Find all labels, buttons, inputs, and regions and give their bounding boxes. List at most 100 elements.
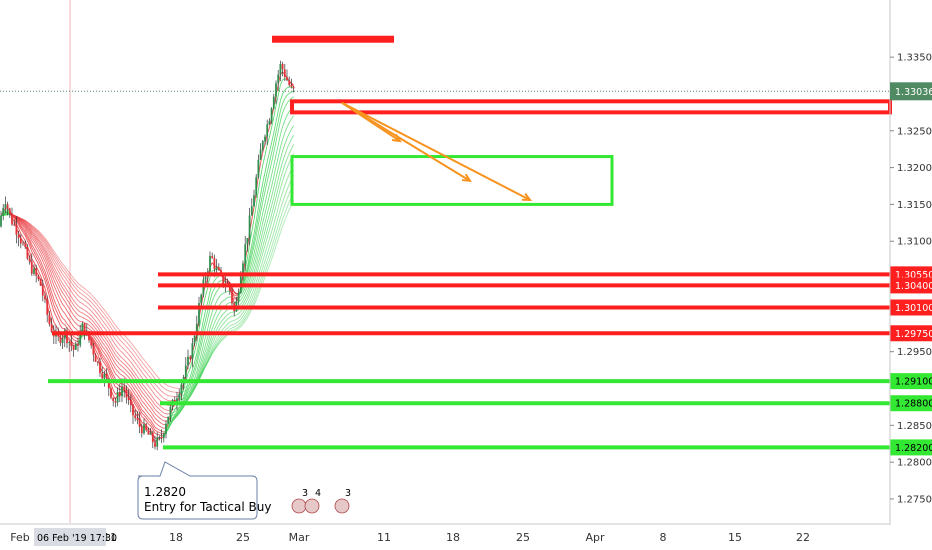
ma-ribbon-segment bbox=[44, 248, 48, 254]
candle-body bbox=[257, 159, 260, 178]
price-tick-label: 1.29500 bbox=[897, 347, 932, 358]
ma-ribbon-segment bbox=[176, 411, 180, 414]
ma-ribbon-segment bbox=[205, 318, 209, 328]
ma-ribbon-segment bbox=[187, 384, 191, 387]
ma-ribbon-segment bbox=[31, 224, 35, 228]
ma-ribbon-segment bbox=[51, 254, 55, 260]
ma-ribbon-segment bbox=[119, 355, 123, 359]
target-zone[interactable] bbox=[290, 155, 614, 206]
ma-ribbon-segment bbox=[62, 317, 66, 321]
ma-ribbon-segment bbox=[262, 238, 266, 247]
ma-ribbon-segment bbox=[77, 300, 81, 303]
ma-ribbon-segment bbox=[288, 139, 292, 145]
ma-ribbon-segment bbox=[27, 224, 30, 228]
ma-ribbon-segment bbox=[172, 413, 175, 416]
ma-ribbon-segment bbox=[216, 325, 220, 331]
candle-body bbox=[222, 273, 225, 285]
callout-shape bbox=[137, 461, 258, 520]
ma-ribbon-segment bbox=[216, 297, 220, 302]
ma-ribbon-segment bbox=[286, 209, 290, 216]
ma-ribbon-segment bbox=[77, 295, 81, 298]
ma-ribbon-segment bbox=[209, 343, 213, 350]
ma-ribbon-segment bbox=[104, 359, 107, 364]
ma-ribbon-segment bbox=[205, 361, 209, 367]
ma-ribbon-segment bbox=[64, 276, 68, 281]
ma-ribbon-segment bbox=[139, 373, 143, 378]
candlestick-series bbox=[0, 60, 295, 451]
ma-ribbon-segment bbox=[110, 327, 114, 332]
ma-ribbon-segment bbox=[95, 342, 99, 346]
ma-ribbon-segment bbox=[46, 278, 50, 286]
ma-ribbon-segment bbox=[24, 240, 28, 247]
candle-body bbox=[94, 354, 97, 362]
ma-ribbon-segment bbox=[231, 326, 235, 329]
ma-ribbon-segment bbox=[57, 320, 61, 326]
ma-ribbon-segment bbox=[163, 412, 167, 415]
ma-ribbon-segment bbox=[260, 192, 264, 205]
ma-ribbon-segment bbox=[102, 371, 105, 374]
ma-ribbon-segment bbox=[196, 375, 200, 380]
candle-body bbox=[15, 224, 18, 235]
ma-ribbon-segment bbox=[99, 312, 103, 316]
zones-layer[interactable] bbox=[272, 35, 892, 206]
ma-ribbon-segment bbox=[181, 406, 184, 410]
ma-ribbon-segment bbox=[57, 283, 61, 289]
ma-ribbon-segment bbox=[236, 324, 239, 327]
ma-ribbon-segment bbox=[180, 389, 185, 397]
ma-ribbon-segment bbox=[266, 214, 270, 223]
ma-ribbon-segment bbox=[26, 237, 31, 243]
projection-arrows[interactable] bbox=[341, 101, 533, 202]
peak-marker[interactable] bbox=[272, 35, 394, 43]
arrow-head bbox=[461, 173, 472, 183]
ma-ribbon-segment bbox=[121, 336, 125, 340]
ma-ribbon-segment bbox=[130, 395, 134, 401]
annotation-callout[interactable]: 1.2820 Entry for Tactical Buy bbox=[137, 461, 271, 520]
candle-body bbox=[11, 213, 13, 225]
ma-ribbon-segment bbox=[132, 359, 136, 364]
event-flag-icon[interactable] bbox=[334, 498, 350, 514]
event-flag-icon[interactable] bbox=[304, 498, 320, 514]
ma-ribbon-segment bbox=[97, 349, 101, 356]
ma-ribbon-segment bbox=[262, 172, 266, 183]
ma-ribbon-segment bbox=[141, 400, 145, 404]
ma-ribbon-segment bbox=[29, 227, 33, 231]
ma-ribbon-segment bbox=[205, 361, 209, 366]
ma-ribbon-segment bbox=[101, 319, 105, 324]
ma-ribbon-segment bbox=[40, 237, 44, 241]
ma-ribbon-segment bbox=[66, 290, 70, 294]
ma-ribbon-segment bbox=[271, 232, 275, 241]
ma-ribbon-segment bbox=[22, 221, 26, 224]
ma-ribbon-segment bbox=[253, 244, 257, 254]
ma-ribbon-segment bbox=[73, 320, 77, 324]
ma-ribbon-segment bbox=[24, 228, 28, 233]
candle-body bbox=[143, 424, 145, 434]
ma-ribbon-segment bbox=[273, 205, 277, 215]
ma-ribbon-segment bbox=[207, 357, 211, 363]
candle-body bbox=[253, 195, 255, 207]
ma-ribbon-segment bbox=[279, 171, 284, 180]
ma-ribbon-segment bbox=[112, 341, 116, 346]
horizontal-levels[interactable] bbox=[48, 272, 890, 450]
ma-ribbon-segment bbox=[200, 365, 204, 373]
ma-ribbon-segment bbox=[29, 231, 33, 236]
ma-ribbon-segment bbox=[185, 391, 189, 395]
resistance-zone[interactable] bbox=[290, 99, 892, 115]
ma-ribbon-segment bbox=[148, 365, 151, 369]
ma-ribbon-segment bbox=[159, 383, 162, 387]
ma-ribbon-segment bbox=[134, 403, 138, 408]
ma-ribbon-segment bbox=[286, 86, 290, 89]
ma-ribbon-segment bbox=[106, 316, 110, 321]
ma-ribbon-segment bbox=[205, 343, 209, 351]
ma-ribbon-segment bbox=[60, 325, 63, 329]
event-flag-icon[interactable] bbox=[291, 498, 307, 514]
ma-ribbon-segment bbox=[172, 415, 176, 419]
level-price-tag-label: 1.29100 bbox=[895, 377, 932, 388]
ma-ribbon-segment bbox=[130, 356, 134, 361]
ma-ribbon-segment bbox=[99, 308, 103, 312]
ma-ribbon-segment bbox=[60, 279, 63, 284]
ma-ribbon-segment bbox=[108, 355, 112, 361]
ma-ribbon-segment bbox=[172, 418, 176, 422]
ma-ribbon-segment bbox=[93, 336, 96, 340]
